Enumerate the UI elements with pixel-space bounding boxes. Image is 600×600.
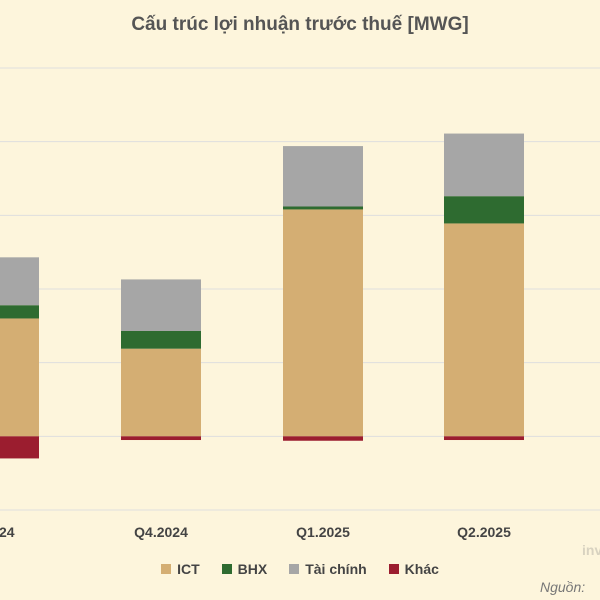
legend-item-bhx: BHX — [221, 561, 268, 577]
bar-bhx-q4.2024 — [121, 330, 201, 349]
bar-ict-q4.2024 — [121, 348, 201, 437]
x-tick-label: Q1.2025 — [296, 524, 350, 540]
legend-label: Tài chính — [305, 561, 367, 577]
legend-swatch — [161, 564, 172, 574]
bar-khác-q1.2025 — [283, 436, 363, 441]
x-axis-labels: 2024 Q4.2024 Q1.2025 Q2.2025 — [0, 524, 511, 540]
bar-tài-chính-q3.2024 — [0, 257, 39, 306]
bar-bhx-q1.2025 — [283, 206, 363, 210]
x-tick-label: Q2.2025 — [457, 524, 511, 540]
bar-khác-q4.2024 — [121, 436, 201, 441]
x-tick-label: Q4.2024 — [134, 524, 188, 540]
legend-label: Khác — [404, 561, 439, 577]
legend-label: BHX — [237, 561, 268, 577]
legend-item-ict: ICT — [161, 561, 200, 577]
bar-tài-chính-q4.2024 — [121, 279, 201, 331]
bar-tài-chính-q1.2025 — [283, 146, 363, 207]
legend: ICT BHX Tài chính Khác — [0, 561, 600, 577]
bar-khác-q3.2024 — [0, 436, 39, 459]
bar-tài-chính-q2.2025 — [444, 133, 524, 197]
bar-khác-q2.2025 — [444, 436, 524, 441]
bar-ict-q1.2025 — [283, 209, 363, 437]
bar-ict-q2.2025 — [444, 223, 524, 437]
bar-bhx-q3.2024 — [0, 305, 39, 319]
watermark: inv — [582, 542, 600, 558]
x-tick-label: 2024 — [0, 524, 15, 540]
bar-bhx-q2.2025 — [444, 196, 524, 224]
bar-ict-q3.2024 — [0, 318, 39, 437]
chart-title: Cấu trúc lợi nhuận trước thuế [MWG] — [131, 14, 469, 35]
legend-swatch — [221, 564, 232, 574]
bars — [0, 133, 524, 459]
legend-swatch — [289, 564, 300, 574]
legend-item-tài-chính: Tài chính — [289, 561, 367, 577]
legend-item-khác: Khác — [388, 561, 439, 577]
legend-label: ICT — [177, 561, 200, 577]
legend-swatch — [388, 564, 399, 574]
source-note: Nguồn: — [540, 579, 586, 595]
